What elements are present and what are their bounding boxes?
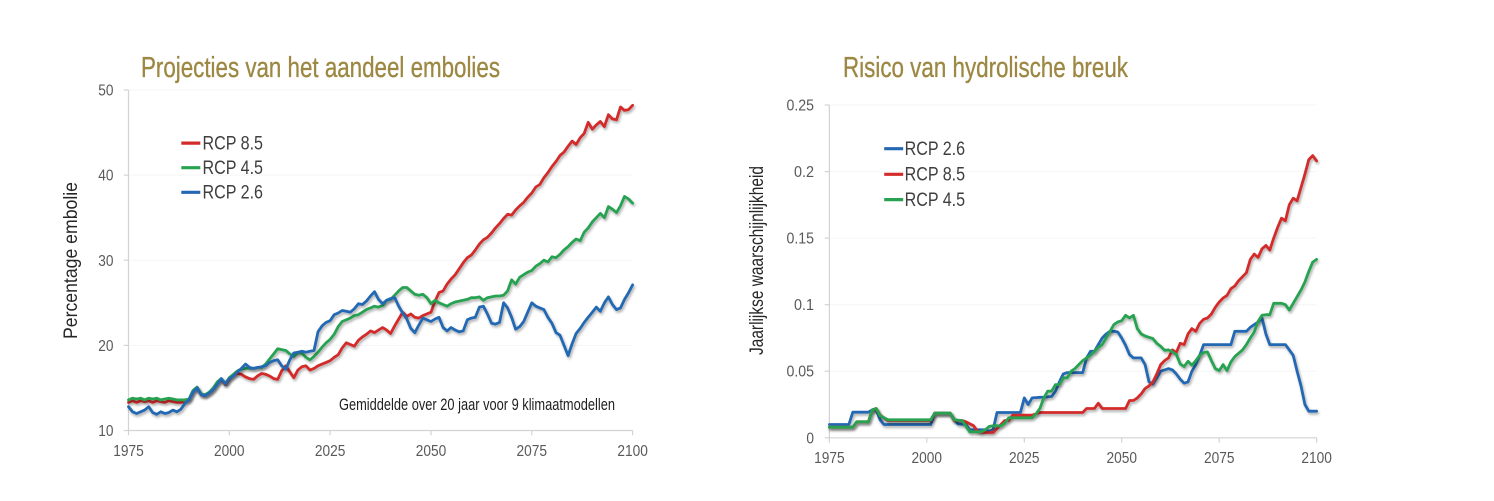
svg-text:30: 30 (98, 253, 113, 270)
svg-text:2100: 2100 (617, 443, 648, 460)
svg-text:Percentage embolie: Percentage embolie (60, 182, 82, 339)
svg-text:2075: 2075 (1204, 450, 1235, 467)
svg-text:0.2: 0.2 (794, 164, 814, 181)
svg-text:RCP 2.6: RCP 2.6 (905, 139, 966, 160)
svg-text:2100: 2100 (1301, 450, 1332, 467)
svg-text:2050: 2050 (1106, 450, 1137, 467)
svg-text:1975: 1975 (113, 443, 144, 460)
svg-text:2025: 2025 (1009, 450, 1040, 467)
svg-text:2000: 2000 (214, 443, 245, 460)
svg-text:2000: 2000 (912, 450, 943, 467)
svg-text:RCP 4.5: RCP 4.5 (203, 158, 264, 179)
svg-text:0.25: 0.25 (787, 98, 815, 115)
svg-text:10: 10 (98, 423, 113, 440)
svg-text:RCP 2.6: RCP 2.6 (203, 183, 264, 204)
svg-text:0.05: 0.05 (787, 364, 815, 381)
svg-text:2025: 2025 (315, 443, 346, 460)
svg-text:RCP 4.5: RCP 4.5 (905, 190, 966, 211)
svg-text:0.15: 0.15 (787, 231, 815, 248)
svg-text:1975: 1975 (814, 450, 845, 467)
svg-text:50: 50 (98, 83, 113, 100)
svg-text:Risico van hydrolische breuk: Risico van hydrolische breuk (843, 52, 1128, 84)
svg-text:Jaarlijkse waarschijnlijkheid: Jaarlijkse waarschijnlijkheid (746, 166, 768, 355)
svg-text:0: 0 (806, 430, 814, 447)
svg-text:RCP 8.5: RCP 8.5 (905, 165, 966, 186)
svg-text:0.1: 0.1 (794, 297, 814, 314)
svg-text:2050: 2050 (416, 443, 447, 460)
svg-text:40: 40 (98, 168, 113, 185)
svg-text:20: 20 (98, 338, 113, 355)
svg-text:2075: 2075 (517, 443, 548, 460)
svg-text:RCP 8.5: RCP 8.5 (203, 133, 264, 154)
svg-text:Projecties van het aandeel emb: Projecties van het aandeel embolies (141, 52, 500, 84)
svg-text:Gemiddelde over 20 jaar voor 9: Gemiddelde over 20 jaar voor 9 klimaatmo… (339, 396, 615, 414)
